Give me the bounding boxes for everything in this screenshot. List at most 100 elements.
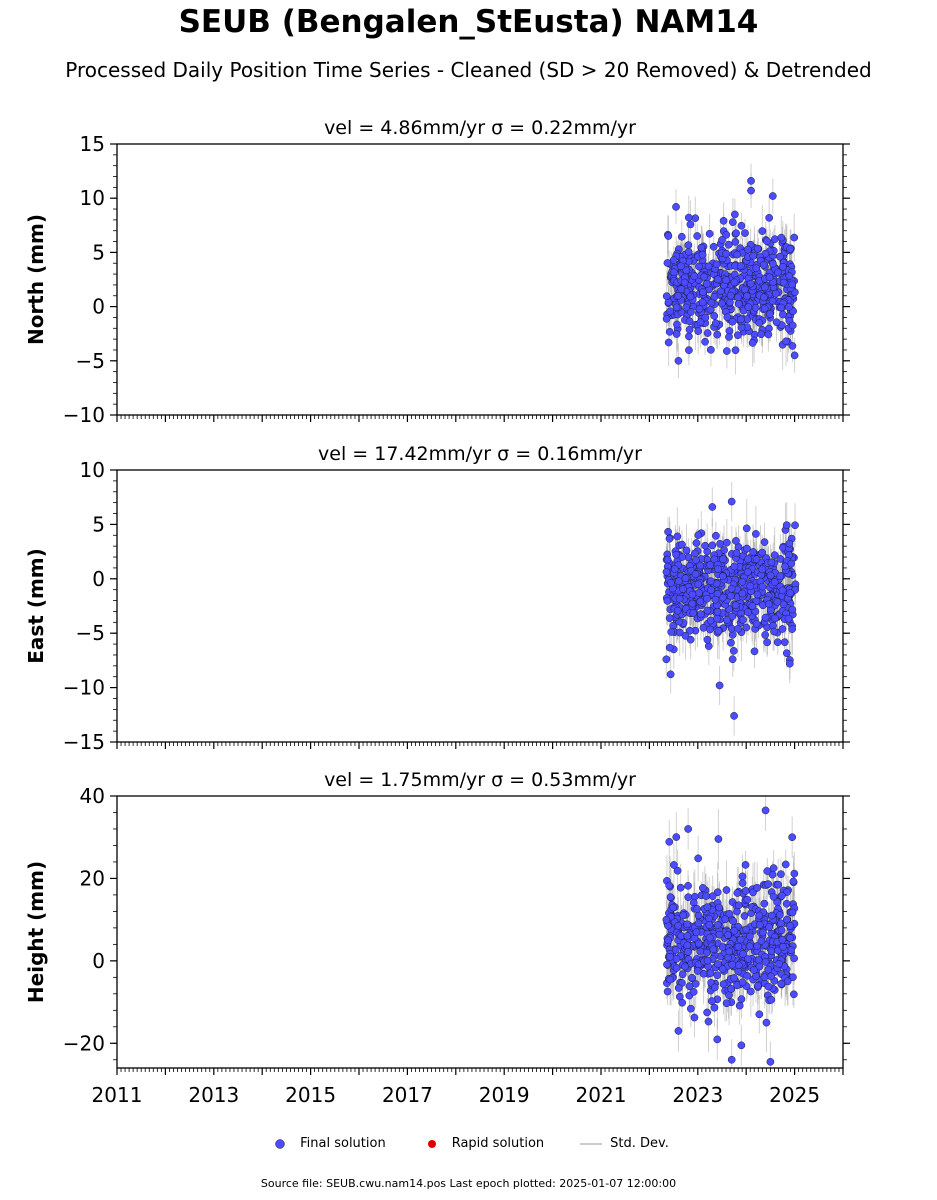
final-solution-point: [697, 243, 706, 252]
final-solution-point: [740, 912, 749, 920]
final-solution-point: [718, 593, 727, 602]
final-solution-point: [738, 872, 747, 881]
final-solution-point: [760, 899, 769, 908]
final-solution-point: [692, 928, 701, 937]
final-solution-point: [770, 578, 779, 586]
final-solution-point: [764, 965, 773, 974]
final-solution-point: [697, 610, 705, 619]
final-solution-point: [694, 580, 702, 589]
final-solution-point: [777, 870, 785, 878]
final-solution-point: [719, 980, 728, 989]
final-solution-point: [672, 964, 681, 972]
final-solution-point: [774, 880, 783, 889]
final-solution-point: [691, 214, 700, 223]
final-solution-point: [730, 712, 738, 720]
final-solution-point: [771, 289, 780, 298]
final-solution-point: [775, 911, 784, 919]
final-solution-point: [786, 589, 795, 598]
final-solution-point: [728, 317, 737, 326]
final-solution-point: [763, 638, 772, 647]
final-solution-point: [790, 869, 799, 878]
final-solution-point: [746, 932, 754, 941]
final-solution-point: [662, 314, 671, 323]
final-solution-point: [701, 313, 710, 322]
final-solution-point: [745, 942, 754, 951]
final-solution-point: [708, 892, 717, 901]
final-solution-point: [764, 880, 773, 888]
final-solution-point: [674, 1027, 683, 1035]
final-solution-point: [664, 232, 673, 240]
final-solution-point: [732, 229, 740, 238]
final-solution-point: [685, 346, 693, 354]
final-solution-point: [686, 1004, 695, 1013]
y-tick-label: 0: [92, 295, 105, 319]
final-solution-point: [727, 1055, 736, 1064]
final-solution-point: [713, 330, 722, 339]
final-solution-point: [764, 600, 773, 609]
time-series-plots: vel = 4.86mm/yr σ = 0.22mm/yr −10 −5 0 5 10 15…: [24, 117, 850, 1107]
final-solution-point: [670, 565, 679, 573]
final-solution-point: [747, 186, 755, 195]
final-solution-point: [771, 614, 779, 623]
final-solution-point: [727, 638, 735, 647]
legend-rapid-label: Rapid solution: [451, 1136, 545, 1151]
final-solution-point: [718, 236, 726, 244]
final-solution-point: [788, 321, 797, 330]
final-solution-point: [686, 220, 695, 229]
x-tick-label: 2011: [92, 1083, 143, 1107]
final-solution-point: [768, 297, 777, 305]
y-axis-label: North (mm): [24, 214, 48, 345]
final-solution-point: [681, 962, 689, 971]
final-solution-point: [691, 556, 700, 564]
final-solution-point: [747, 177, 755, 185]
final-solution-point: [695, 589, 703, 597]
final-solution-point: [763, 867, 772, 875]
final-solution-point: [742, 623, 751, 632]
final-solution-point: [752, 555, 761, 564]
final-solution-point: [685, 332, 693, 341]
data-series: [662, 163, 799, 379]
final-solution-point: [694, 939, 703, 948]
final-solution-point: [761, 957, 770, 966]
final-solution-point: [737, 323, 746, 332]
final-solution-point: [723, 313, 732, 322]
final-solution-point: [705, 921, 714, 929]
final-solution-point: [734, 961, 743, 970]
legend-stddev-label: Std. Dev.: [610, 1136, 669, 1151]
final-solution-point: [728, 218, 737, 226]
final-solution-point: [698, 298, 707, 307]
final-solution-point: [699, 884, 707, 892]
panel-title: vel = 1.75mm/yr σ = 0.53mm/yr: [324, 769, 636, 791]
y-axis-label: East (mm): [24, 548, 48, 664]
final-solution-point: [672, 330, 681, 338]
source-footer: Source file: SEUB.cwu.nam14.pos Last epo…: [260, 1177, 677, 1190]
final-solution-point: [672, 550, 680, 559]
final-solution-point: [665, 837, 674, 846]
panel-2: vel = 17.42mm/yr σ = 0.16mm/yr −15 −10 −5 0 5…: [24, 443, 850, 754]
final-solution-point: [752, 620, 761, 628]
final-solution-point: [743, 292, 751, 300]
final-solution-point: [731, 210, 739, 219]
final-solution-point: [684, 213, 693, 222]
final-solution-point: [762, 1018, 771, 1027]
final-solution-point: [788, 833, 797, 842]
final-solution-point: [678, 540, 686, 549]
final-solution-point: [722, 886, 731, 894]
final-solution-point: [704, 1017, 713, 1026]
final-solution-point: [681, 574, 690, 583]
final-solution-point: [722, 249, 731, 258]
final-solution-point: [776, 252, 784, 261]
final-solution-point: [742, 925, 750, 934]
final-solution-point: [711, 983, 719, 992]
final-solution-point: [775, 959, 783, 968]
final-solution-point: [695, 262, 703, 271]
final-solution-point: [737, 995, 746, 1003]
final-solution-point: [713, 1035, 722, 1044]
final-solution-point: [666, 670, 675, 679]
final-solution-point: [708, 503, 717, 511]
final-solution-point: [759, 928, 767, 937]
final-solution-point: [744, 555, 752, 564]
final-solution-point: [789, 877, 798, 886]
final-solution-point: [722, 538, 731, 547]
final-solution-point: [743, 971, 752, 980]
